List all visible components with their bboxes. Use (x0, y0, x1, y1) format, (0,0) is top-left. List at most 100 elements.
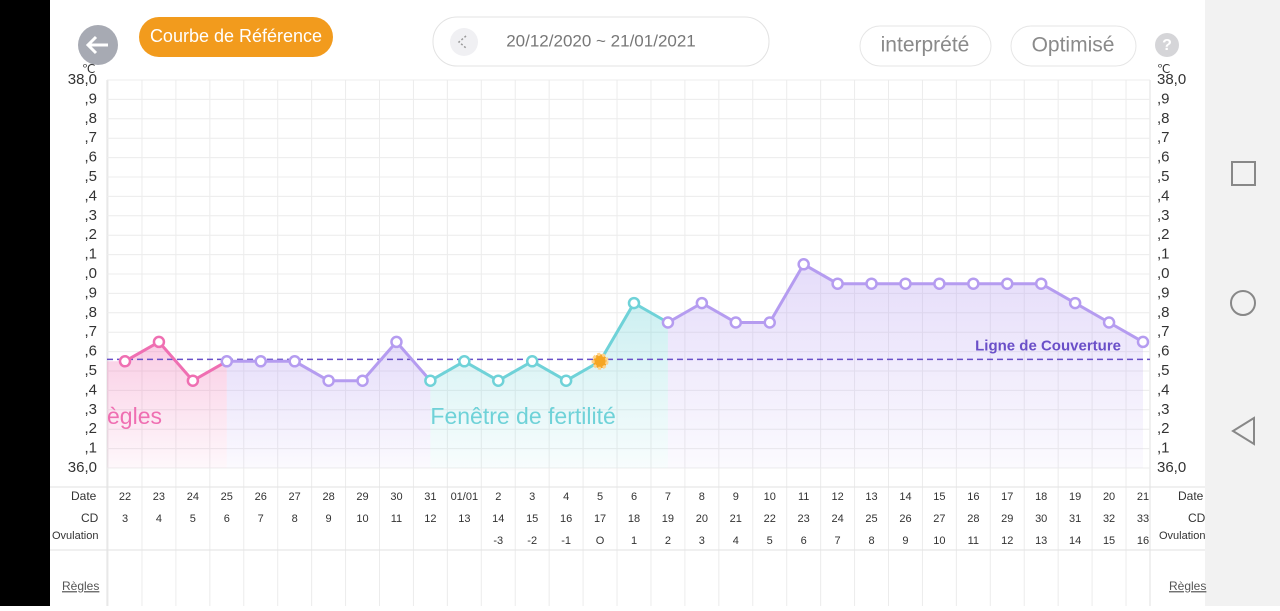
cd-label: 26 (899, 513, 911, 525)
row-label-ovulation: Ovulation (1159, 530, 1205, 542)
temperature-point (118, 355, 132, 368)
date-label: 16 (967, 491, 979, 503)
cd-label: 20 (696, 513, 708, 525)
temperature-point (797, 258, 810, 271)
back-nav[interactable] (1231, 416, 1255, 446)
date-label: 24 (187, 491, 199, 503)
phase-area (107, 341, 227, 468)
temperature-point (424, 374, 437, 387)
interpreted-button[interactable] (859, 25, 992, 67)
temperature-point (661, 316, 675, 329)
recent-apps[interactable] (1231, 161, 1256, 186)
cd-label: 6 (224, 513, 230, 525)
temperature-point (1001, 277, 1014, 290)
ovulation-label: 4 (733, 535, 739, 547)
temperature-point (899, 277, 912, 290)
cd-label: 18 (628, 513, 640, 525)
cd-label: 24 (831, 513, 843, 525)
y-tick-label: ,7 (84, 323, 97, 340)
y-tick-label: ,7 (84, 129, 97, 146)
temperature-point (525, 355, 539, 368)
y-tick-label: ,8 (84, 110, 97, 127)
row-label-cd: CD (1188, 511, 1206, 525)
help-label: ? (1162, 37, 1172, 54)
date-label: 19 (1069, 491, 1081, 503)
y-tick-label-right: ,9 (1157, 284, 1170, 301)
date-label: 2 (495, 491, 501, 503)
help-button[interactable] (1155, 33, 1179, 57)
date-label: 11 (798, 491, 809, 503)
date-label: 13 (865, 491, 877, 503)
y-tick-label-right: ,7 (1157, 323, 1170, 340)
ovulation-label: 3 (699, 535, 705, 547)
optimized-button[interactable] (1010, 25, 1137, 67)
home[interactable] (1230, 290, 1256, 316)
optimized-label: Optimisé (1032, 34, 1115, 57)
y-tick-label-right: ,6 (1157, 149, 1170, 166)
temperature-point (763, 316, 776, 329)
cd-label: 19 (662, 513, 674, 525)
cd-label: 32 (1103, 513, 1115, 525)
reference-button[interactable] (139, 17, 333, 57)
date-label: 01/01 (451, 491, 479, 503)
ovulation-label: 12 (1001, 535, 1013, 547)
temperature-point (695, 296, 709, 310)
date-label: 7 (665, 491, 671, 503)
date-label: 3 (529, 491, 535, 503)
temperature-point (220, 355, 234, 368)
cd-label: 29 (1001, 513, 1013, 525)
date-label: 12 (831, 491, 843, 503)
cd-label: 8 (292, 513, 298, 525)
date-label: 21 (1137, 491, 1149, 503)
date-label: 26 (255, 491, 267, 503)
ovulation-label: 9 (902, 535, 908, 547)
date-label: 29 (356, 491, 368, 503)
date-label: 5 (597, 491, 603, 503)
ovulation-label: 1 (631, 535, 637, 547)
y-tick-label-right: 36,0 (1157, 459, 1186, 476)
y-tick-label: ,8 (84, 304, 97, 321)
date-label: 23 (153, 491, 165, 503)
temperature-point (1136, 335, 1150, 349)
ovulation-point (591, 352, 609, 370)
cd-label: 5 (190, 513, 196, 525)
cd-label: 7 (258, 513, 264, 525)
temperature-point (1068, 296, 1082, 310)
y-tick-label-right: ,8 (1157, 304, 1170, 321)
y-tick-label-right: ,4 (1157, 187, 1170, 204)
cd-label: 28 (967, 513, 979, 525)
ovulation-label: 10 (933, 535, 945, 547)
date-range[interactable] (432, 16, 770, 67)
temperature-point (729, 316, 743, 329)
phase-label: Fenêtre de fertilité (430, 403, 615, 429)
ovulation-label: O (596, 535, 605, 547)
temperature-point (627, 296, 641, 310)
temperature-point (458, 355, 471, 368)
y-tick-label: ,2 (84, 226, 97, 243)
date-label: 31 (424, 491, 436, 503)
cd-label: 30 (1035, 513, 1047, 525)
range-icon (450, 28, 478, 56)
y-tick-label: ,1 (84, 440, 97, 457)
cd-label: 21 (730, 513, 742, 525)
date-label: 17 (1001, 491, 1013, 503)
temperature-point (831, 277, 844, 290)
ovulation-label: 13 (1035, 535, 1047, 547)
y-tick-label-right: ,5 (1157, 362, 1170, 379)
y-tick-label-right: ,8 (1157, 110, 1170, 127)
y-tick-label: ,6 (84, 149, 97, 166)
range-arrow (457, 35, 467, 49)
temperature-point (356, 374, 369, 387)
y-tick-label: ,5 (84, 168, 97, 185)
temperature-point (322, 374, 335, 387)
date-label: 6 (631, 491, 637, 503)
y-tick-label: ,3 (84, 401, 97, 418)
temperature-point (186, 374, 200, 387)
cd-label: 25 (865, 513, 877, 525)
cd-label: 15 (526, 513, 538, 525)
ovulation-label: -3 (493, 535, 503, 547)
temperature-point (390, 335, 403, 349)
temperature-point (1102, 316, 1116, 329)
y-tick-label: ,0 (84, 265, 97, 282)
date-label: 4 (563, 491, 569, 503)
